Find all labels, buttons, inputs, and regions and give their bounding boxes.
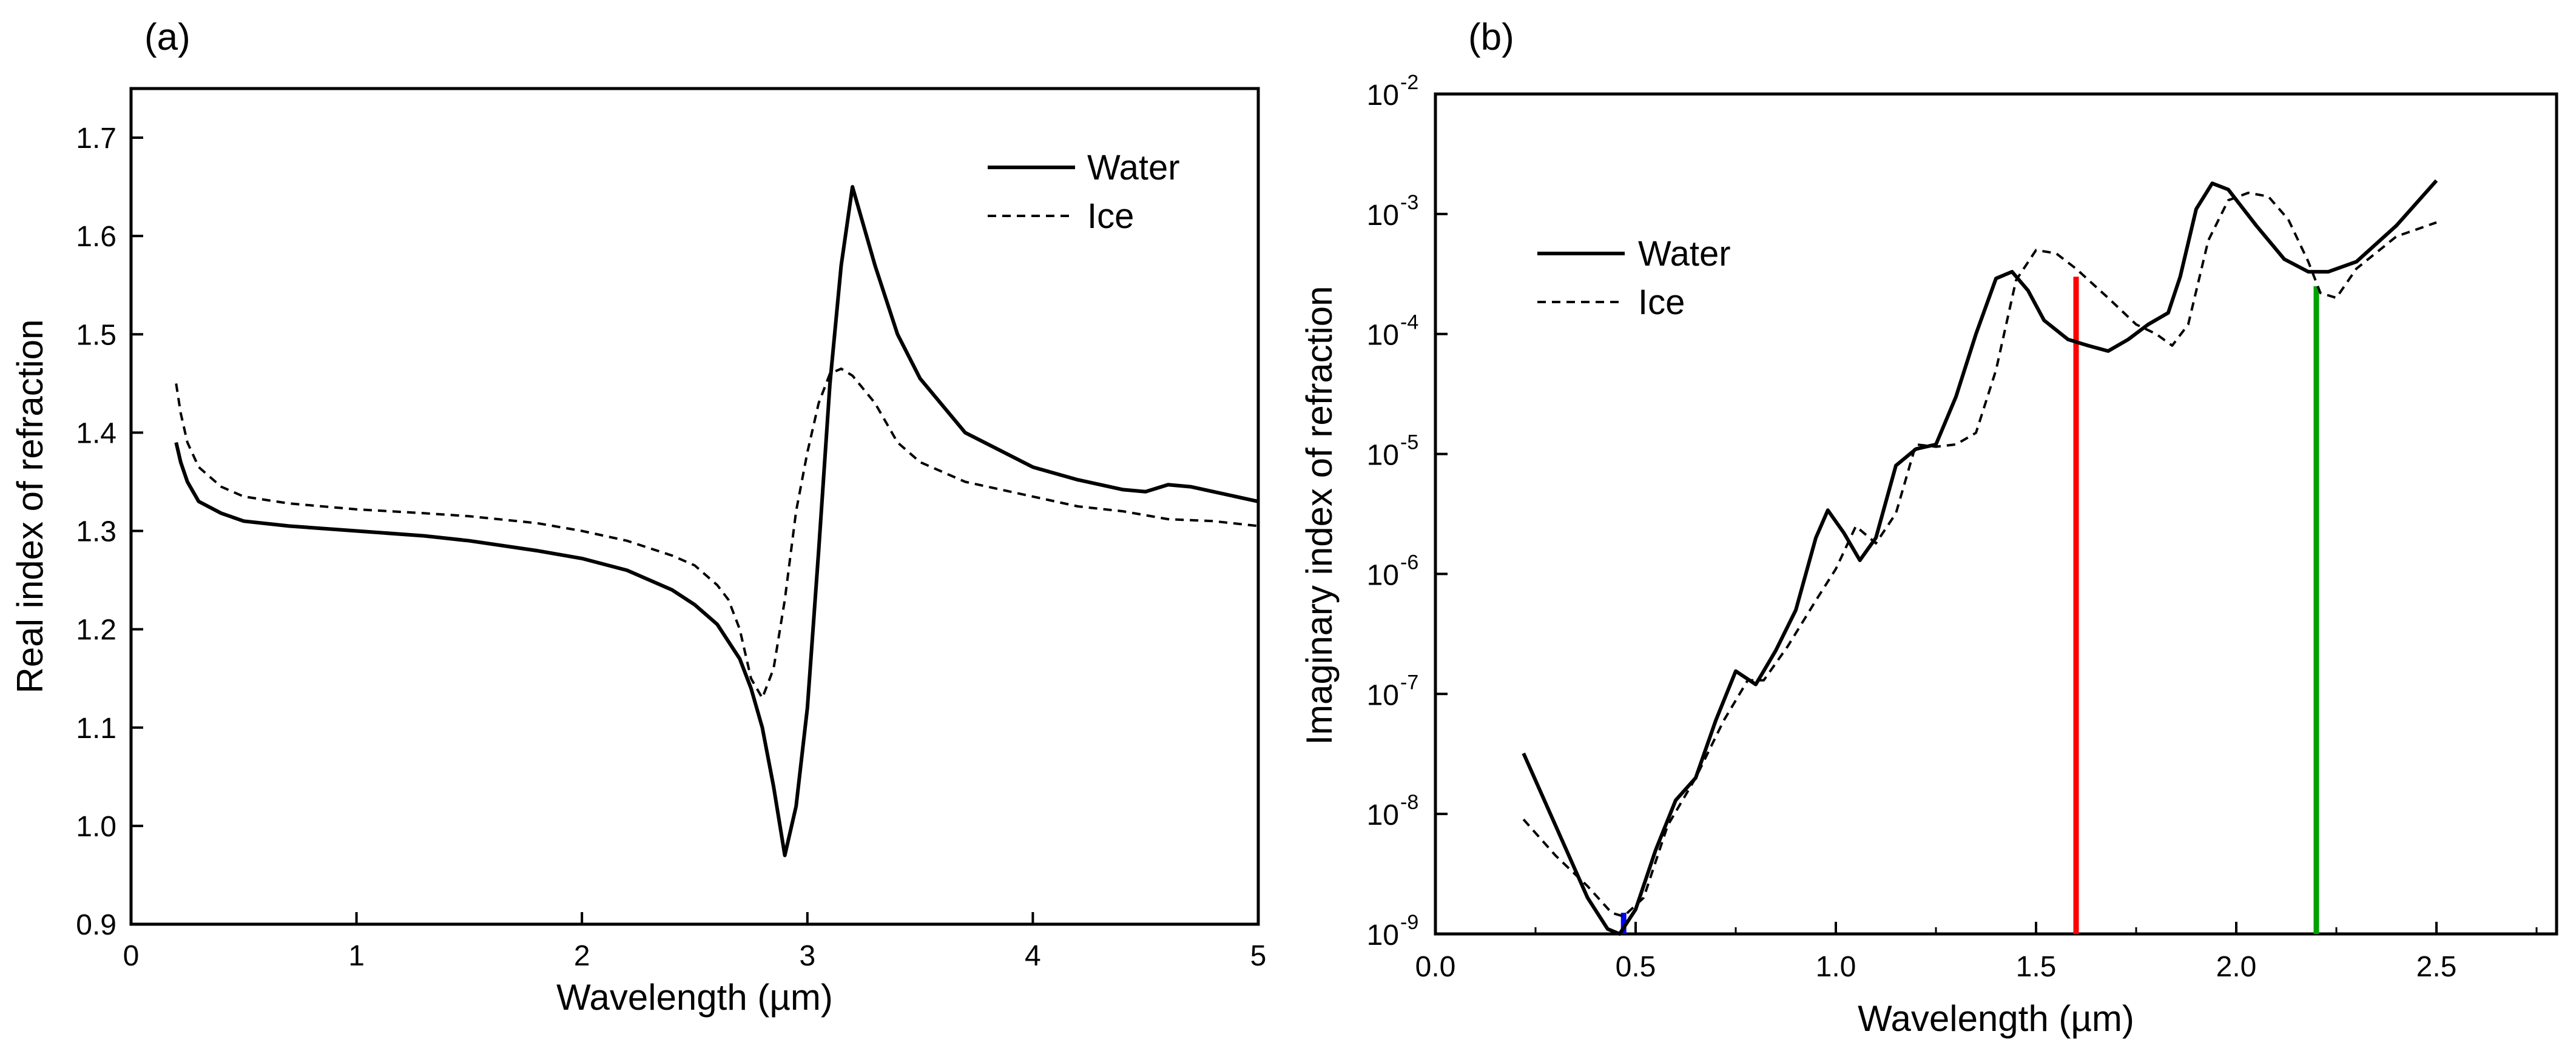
panel-b-ytick-label: 10 [1367, 679, 1399, 711]
panel-b-ytick-label: 10 [1367, 79, 1399, 112]
panel-a-plot-frame [129, 87, 1260, 926]
panel-a-ytick-label: 1.2 [76, 614, 116, 646]
panel-a-ytick-label: 1.1 [76, 713, 116, 745]
panel-a-label: (a) [144, 16, 191, 58]
panel-a-xtick-label: 3 [799, 940, 815, 972]
panel-b-markers [1620, 277, 2319, 934]
panel-a-xtick-label: 0 [123, 940, 140, 972]
panel-b-xtick-label: 0.5 [1616, 951, 1656, 983]
panel-b-ytick-label: 10 [1367, 320, 1399, 352]
panel-a-legend-label: Ice [1087, 196, 1134, 236]
panel-b-legend-label: Ice [1638, 283, 1685, 322]
panel-a-ytick-label: 1.5 [76, 319, 116, 351]
panel-a-series [174, 185, 1259, 858]
panel-a-ytick-label: 1.3 [76, 516, 116, 548]
panel-b-ytick-label: 10 [1367, 559, 1399, 591]
panel-b: (b) 0.0 0.5 1.0 1.5 2.0 2.510-910-810-710-610… [1299, 16, 2558, 1039]
panel-a-legend-label: Water [1087, 148, 1180, 187]
panel-a: (a) 0 1 2 3 4 5 0.9 1.0 1.1 1.2 1.3 1.4 1.5 1.6 1.7 Wa… [10, 16, 1266, 1018]
panel-b-xtick-label: 2.5 [2416, 951, 2457, 983]
panel-b-xtick-label: 0.0 [1415, 951, 1456, 983]
panel-b-ytick-label: 10 [1367, 440, 1399, 472]
panel-b-xtick-label: 1.5 [2016, 951, 2057, 983]
panel-b-ytick-exponent: -6 [1400, 551, 1418, 574]
panel-a-series-water [174, 185, 1259, 858]
panel-b-xtick-label: 2.0 [2216, 951, 2257, 983]
panel-a-series-ice [175, 368, 1259, 700]
panel-b-series-ice [1522, 192, 2437, 918]
panel-a-xtick-label: 1 [348, 940, 365, 972]
panel-b-ytick-exponent: -4 [1400, 311, 1418, 334]
panel-b-series [1522, 179, 2438, 936]
panel-b-ylabel: Imaginary index of refraction [1299, 286, 1340, 745]
panel-a-ytick-label: 0.9 [76, 909, 116, 941]
panel-a-xtick-label: 2 [574, 940, 590, 972]
panel-b-xlabel: Wavelength (µm) [1858, 998, 2134, 1039]
panel-b-legend-label: Water [1638, 234, 1731, 274]
panel-b-ytick-exponent: -7 [1400, 671, 1418, 694]
panel-b-label: (b) [1468, 16, 1514, 58]
panel-b-plot-frame [1434, 92, 2558, 936]
panel-a-xtick-label: 4 [1025, 940, 1041, 972]
panel-a-ytick-label: 1.0 [76, 811, 116, 843]
panel-b-ticks: 0.0 0.5 1.0 1.5 2.0 2.510-910-810-710-610-510… [1367, 71, 2538, 983]
panel-b-ytick-exponent: -9 [1400, 911, 1418, 934]
panel-b-ytick-label: 10 [1367, 919, 1399, 952]
panel-a-ytick-label: 1.4 [76, 417, 116, 449]
panel-a-xlabel: Wavelength (µm) [556, 977, 833, 1018]
panel-a-ytick-label: 1.7 [76, 123, 116, 155]
panel-b-ytick-exponent: -8 [1400, 791, 1418, 814]
panel-b-ytick-label: 10 [1367, 799, 1399, 831]
panel-b-ytick-label: 10 [1367, 200, 1399, 232]
panel-b-legend: Water Ice [1537, 234, 1731, 322]
panel-a-legend: Water Ice [988, 148, 1180, 236]
panel-b-xtick-label: 1.0 [1816, 951, 1856, 983]
panel-b-ytick-exponent: -2 [1400, 71, 1418, 94]
panel-a-xtick-label: 5 [1250, 940, 1267, 972]
panel-b-ytick-exponent: -5 [1400, 431, 1418, 454]
panel-b-ytick-exponent: -3 [1400, 191, 1418, 214]
panel-a-ticks: 0 1 2 3 4 5 0.9 1.0 1.1 1.2 1.3 1.4 1.5 1.6 1.7 [76, 123, 1266, 972]
panel-a-ytick-label: 1.6 [76, 221, 116, 253]
panel-b-series-water [1522, 179, 2438, 936]
panel-a-ylabel: Real index of refraction [10, 320, 50, 694]
